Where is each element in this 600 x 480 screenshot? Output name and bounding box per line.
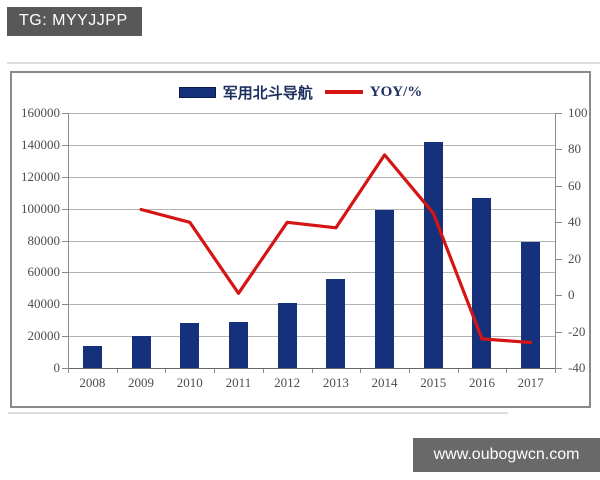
yoy-line-layer bbox=[139, 153, 533, 345]
x-axis-label: 2011 bbox=[225, 375, 252, 390]
legend: 军用北斗导航 YOY/% bbox=[12, 81, 589, 103]
bar bbox=[521, 242, 541, 368]
line-series-swatch-icon bbox=[324, 90, 363, 94]
tag-badge: TG: MYYJJPP bbox=[7, 7, 142, 36]
x-axis-label: 2014 bbox=[371, 375, 398, 390]
grid-line bbox=[68, 113, 555, 114]
x-axis-tick bbox=[165, 369, 167, 373]
y-axis-right-tick bbox=[556, 113, 562, 114]
y-axis-left-label: 160000 bbox=[21, 105, 60, 120]
x-axis-label: 2013 bbox=[322, 375, 349, 390]
x-axis-tick bbox=[360, 369, 362, 373]
y-axis-right-tick bbox=[556, 295, 562, 297]
bar bbox=[82, 345, 102, 368]
bar-series-label: 军用北斗导航 bbox=[222, 85, 313, 102]
legend-item-bars: 军用北斗导航 bbox=[178, 82, 313, 103]
x-axis-tick bbox=[214, 369, 216, 373]
bar bbox=[326, 279, 346, 368]
y-axis-left-label: 0 bbox=[53, 360, 61, 375]
y-axis-left-tick bbox=[62, 176, 68, 178]
y-axis-right-label: -40 bbox=[568, 360, 586, 375]
x-axis-tick bbox=[408, 369, 410, 373]
tag-label: TG: MYYJJPP bbox=[19, 12, 128, 29]
y-axis-right-label: 40 bbox=[568, 214, 581, 230]
x-axis-label: 2012 bbox=[274, 375, 301, 390]
bar bbox=[277, 303, 297, 368]
frame-divider-bottom bbox=[8, 412, 508, 414]
y-axis-left-label: 120000 bbox=[21, 168, 60, 184]
y-axis-left-tick bbox=[62, 304, 68, 306]
y-axis-right-tick bbox=[556, 222, 562, 224]
y-axis-left-label: 40000 bbox=[27, 296, 61, 312]
bar bbox=[131, 336, 151, 368]
x-axis-tick bbox=[116, 369, 118, 373]
y-axis-left-tick bbox=[62, 208, 68, 210]
x-axis-tick bbox=[457, 369, 459, 373]
chart-panel: 军用北斗导航 YOY/% 160000 140000 120000 100000 800… bbox=[10, 71, 591, 408]
y-axis-right-label: 100 bbox=[568, 105, 588, 120]
x-axis-label: 2010 bbox=[176, 375, 203, 390]
x-axis-tick bbox=[506, 369, 508, 373]
y-axis-left-tick bbox=[62, 113, 68, 114]
x-axis-tick bbox=[311, 369, 313, 373]
x-axis-tick bbox=[555, 369, 556, 373]
y-axis-right-label: 80 bbox=[568, 141, 581, 157]
y-axis-left-tick bbox=[62, 336, 68, 338]
yoy-line bbox=[139, 153, 533, 345]
x-axis-label: 2008 bbox=[79, 375, 106, 390]
grid-line bbox=[68, 368, 555, 369]
y-axis-left-tick bbox=[62, 144, 68, 146]
y-axis-right-label: 60 bbox=[568, 177, 581, 193]
watermark-label: www.oubogwcn.com bbox=[433, 446, 580, 463]
line-series-label: YOY/% bbox=[369, 83, 423, 100]
y-axis-right-tick bbox=[556, 185, 562, 187]
y-axis-left-line bbox=[68, 113, 69, 369]
bar bbox=[375, 210, 395, 368]
plot-area: 160000 140000 120000 100000 80000 60000 40000 2… bbox=[21, 105, 588, 390]
x-axis-label: 2015 bbox=[420, 375, 447, 390]
y-axis-left-label: 60000 bbox=[27, 264, 61, 280]
x-axis-tick bbox=[68, 369, 69, 373]
grid-line bbox=[68, 272, 555, 274]
grid-line bbox=[68, 336, 555, 338]
y-axis-right-tick bbox=[556, 368, 562, 369]
y-axis-left-label: 140000 bbox=[21, 136, 60, 152]
bar-series-swatch-icon bbox=[178, 86, 216, 98]
grid-line bbox=[68, 240, 555, 242]
y-axis-left-tick bbox=[62, 240, 68, 242]
y-axis-left-label: 100000 bbox=[21, 200, 60, 216]
y-axis-left-tick bbox=[62, 272, 68, 274]
y-axis-right-line bbox=[555, 113, 556, 369]
x-axis-label: 2016 bbox=[468, 375, 495, 390]
frame-divider-top bbox=[7, 62, 600, 64]
grid-line bbox=[68, 304, 555, 306]
y-axis-left-label: 80000 bbox=[27, 232, 61, 248]
y-axis-right-tick bbox=[556, 331, 562, 333]
grid-line bbox=[68, 176, 555, 178]
y-axis-right-tick bbox=[556, 149, 562, 151]
bar bbox=[423, 142, 443, 368]
y-axis-right-tick bbox=[556, 258, 562, 260]
bar bbox=[180, 322, 200, 368]
x-axis-label: 2009 bbox=[128, 375, 155, 390]
y-axis-right-label: 20 bbox=[568, 250, 581, 266]
y-axis-left-tick bbox=[62, 368, 68, 369]
y-axis-right-label: -20 bbox=[568, 323, 586, 339]
bar bbox=[228, 321, 248, 368]
grid-line bbox=[68, 208, 555, 210]
legend-item-line: YOY/% bbox=[324, 83, 423, 101]
x-axis-label: 2017 bbox=[517, 375, 544, 390]
x-axis-tick bbox=[262, 369, 264, 373]
y-axis-left-label: 20000 bbox=[27, 328, 61, 344]
watermark-badge: www.oubogwcn.com bbox=[413, 438, 600, 472]
y-axis-right-label: 0 bbox=[568, 287, 575, 303]
grid-line bbox=[68, 144, 555, 146]
